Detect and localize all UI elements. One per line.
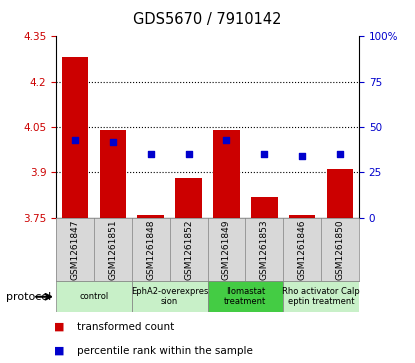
Bar — [56, 281, 132, 312]
Bar — [251, 197, 278, 218]
Bar — [208, 281, 283, 312]
Bar — [62, 57, 88, 218]
Point — [110, 139, 116, 144]
Bar — [213, 130, 240, 218]
Text: transformed count: transformed count — [77, 322, 174, 332]
Bar — [100, 130, 126, 218]
Text: control: control — [79, 292, 108, 301]
Text: ■: ■ — [54, 322, 64, 332]
Text: GSM1261848: GSM1261848 — [146, 220, 155, 280]
Text: GSM1261852: GSM1261852 — [184, 220, 193, 280]
Point — [299, 153, 305, 159]
Bar — [283, 281, 359, 312]
Text: Rho activator Calp
eptin treatment: Rho activator Calp eptin treatment — [282, 287, 360, 306]
Text: protocol: protocol — [6, 292, 51, 302]
Bar — [132, 281, 208, 312]
Text: GSM1261847: GSM1261847 — [71, 220, 79, 280]
Point — [147, 151, 154, 157]
Bar — [175, 179, 202, 218]
Text: GSM1261849: GSM1261849 — [222, 220, 231, 280]
Bar — [327, 170, 353, 218]
Text: EphA2-overexpres
sion: EphA2-overexpres sion — [131, 287, 208, 306]
Point — [223, 137, 230, 143]
Text: Ilomastat
treatment: Ilomastat treatment — [224, 287, 266, 306]
Point — [185, 151, 192, 157]
Text: GSM1261846: GSM1261846 — [298, 220, 307, 280]
Text: GSM1261853: GSM1261853 — [260, 220, 269, 280]
Text: GSM1261851: GSM1261851 — [108, 220, 117, 280]
Point — [261, 151, 268, 157]
Text: GDS5670 / 7910142: GDS5670 / 7910142 — [133, 12, 282, 27]
Bar — [289, 215, 315, 218]
Text: GSM1261850: GSM1261850 — [336, 220, 344, 280]
Text: ■: ■ — [54, 346, 64, 356]
Point — [337, 151, 343, 157]
Text: percentile rank within the sample: percentile rank within the sample — [77, 346, 253, 356]
Point — [72, 137, 78, 143]
Bar — [137, 215, 164, 218]
